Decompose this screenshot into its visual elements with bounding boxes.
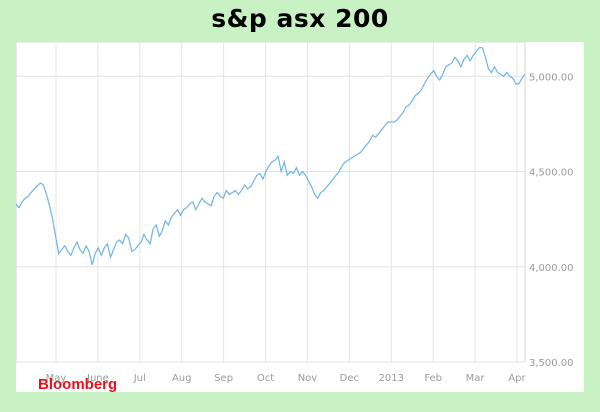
plot-area bbox=[16, 42, 526, 363]
grid bbox=[16, 42, 525, 363]
x-tick-label: Feb bbox=[424, 373, 442, 384]
x-tick-label: Dec bbox=[340, 373, 359, 384]
y-tick-label: 5,000.00 bbox=[529, 72, 574, 83]
x-tick-label: June bbox=[86, 373, 109, 384]
y-axis-ticks: 3,500.00 4,000.00 4,500.00 5,000.00 bbox=[529, 72, 574, 369]
x-tick-label: Aug bbox=[172, 373, 192, 384]
x-tick-label: Jul bbox=[133, 373, 146, 384]
x-tick-label: May bbox=[46, 373, 67, 384]
x-tick-label: Mar bbox=[466, 373, 486, 384]
plot-panel: 3,500.00 4,000.00 4,500.00 5,000.00 May June… bbox=[16, 42, 584, 393]
line-chart: 3,500.00 4,000.00 4,500.00 5,000.00 May June… bbox=[16, 42, 574, 384]
y-tick-label: 4,500.00 bbox=[529, 168, 574, 179]
bloomberg-logo-text: Bloomberg bbox=[38, 376, 118, 393]
series-line bbox=[16, 47, 526, 266]
x-tick-label: 2013 bbox=[379, 373, 404, 384]
y-tick-label: 4,000.00 bbox=[529, 263, 574, 274]
x-tick-label: Oct bbox=[257, 373, 274, 384]
x-tick-label: Nov bbox=[298, 373, 318, 384]
y-tick-label: 3,500.00 bbox=[529, 358, 574, 369]
x-tick-label: Apr bbox=[508, 373, 526, 384]
chart-title: s&p asx 200 bbox=[211, 4, 389, 33]
x-tick-label: Sep bbox=[214, 373, 233, 384]
x-axis-ticks: May June Jul Aug Sep Oct Nov Dec 2013 Feb Mar Apr bbox=[46, 373, 527, 384]
